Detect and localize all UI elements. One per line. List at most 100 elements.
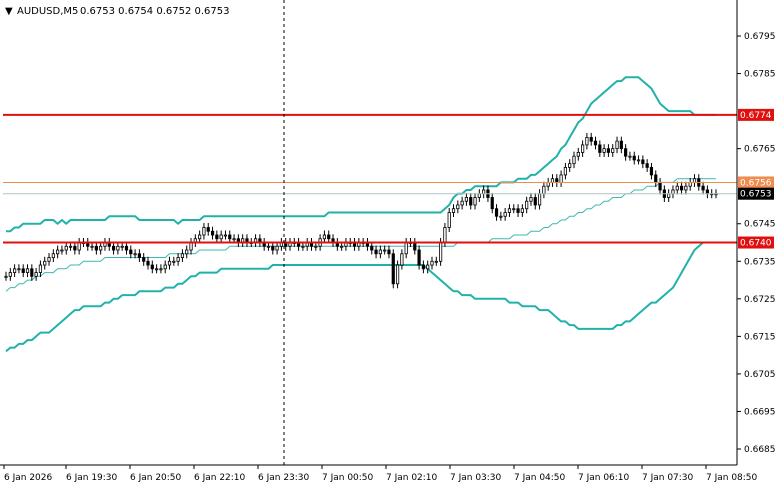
price-tick-label: 0.6795 bbox=[744, 32, 776, 42]
candle-body bbox=[451, 208, 456, 213]
candle-body bbox=[413, 242, 417, 251]
candle bbox=[533, 192, 537, 210]
candle bbox=[94, 241, 98, 255]
candle-body bbox=[555, 178, 559, 183]
candle-body bbox=[434, 260, 438, 263]
candle-body bbox=[572, 155, 576, 165]
candle-body bbox=[675, 185, 679, 191]
level-badge-bg bbox=[738, 236, 774, 249]
candle bbox=[133, 249, 137, 259]
time-tick-label: 7 Jan 03:30 bbox=[450, 473, 502, 483]
candle-body bbox=[395, 264, 400, 285]
candle-body bbox=[568, 163, 572, 168]
candle bbox=[99, 241, 103, 255]
ohlc-values: 0.6753 0.6754 0.6752 0.6753 bbox=[80, 6, 230, 17]
candle bbox=[611, 144, 615, 157]
candle-body bbox=[641, 159, 645, 165]
candle-body bbox=[550, 178, 555, 183]
candle-body bbox=[581, 144, 585, 153]
candle bbox=[219, 230, 223, 244]
candle bbox=[13, 264, 17, 278]
candle bbox=[180, 249, 185, 263]
candle bbox=[624, 144, 628, 161]
candle-body bbox=[159, 268, 163, 271]
candle-body bbox=[116, 245, 120, 251]
level-badge-label: 0.6756 bbox=[740, 178, 772, 188]
candle-body bbox=[176, 257, 180, 262]
candle bbox=[434, 256, 438, 266]
menu-arrow-icon[interactable]: ▼ bbox=[5, 6, 13, 17]
candle-body bbox=[4, 275, 8, 278]
time-tick-label: 7 Jan 02:10 bbox=[386, 473, 438, 483]
candle-body bbox=[120, 245, 124, 248]
candle bbox=[146, 256, 150, 270]
symbol-timeframe: AUDUSD,M5 bbox=[17, 6, 78, 17]
candle bbox=[137, 249, 141, 263]
price-tick-label: 0.6705 bbox=[744, 370, 776, 380]
candle bbox=[494, 204, 499, 221]
candle-body bbox=[146, 260, 150, 266]
candle bbox=[60, 245, 64, 255]
bollinger-bands bbox=[5, 76, 716, 353]
candle-body bbox=[439, 242, 443, 262]
candle bbox=[374, 245, 378, 259]
time-axis[interactable]: 6 Jan 2026 6 Jan 19:30 6 Jan 20:50 6 Jan 22… bbox=[0, 0, 758, 483]
candle bbox=[649, 162, 654, 180]
candle-body bbox=[137, 253, 141, 258]
candle bbox=[456, 200, 460, 214]
candle bbox=[155, 264, 159, 274]
candle-body bbox=[77, 242, 81, 251]
candle-body bbox=[701, 185, 705, 191]
candle bbox=[378, 245, 382, 259]
candle bbox=[159, 264, 163, 274]
candle bbox=[73, 241, 77, 255]
candle bbox=[516, 204, 520, 217]
candle-body bbox=[658, 182, 662, 191]
candle-body bbox=[30, 268, 34, 277]
candle bbox=[387, 245, 391, 259]
candle bbox=[34, 268, 38, 281]
candle-body bbox=[533, 197, 537, 206]
candle bbox=[572, 151, 576, 169]
candle bbox=[568, 159, 572, 172]
candle-body bbox=[13, 268, 17, 273]
candle bbox=[684, 181, 688, 195]
candle-body bbox=[232, 238, 236, 241]
candle bbox=[142, 253, 146, 266]
candle-body bbox=[559, 174, 563, 183]
candle bbox=[525, 196, 529, 214]
candle-body bbox=[645, 163, 649, 168]
time-tick-label: 7 Jan 08:50 bbox=[706, 473, 758, 483]
price-tick-label: 0.6745 bbox=[744, 220, 776, 230]
candle-body bbox=[133, 253, 137, 256]
candle-body bbox=[301, 245, 305, 248]
candle-body bbox=[447, 212, 451, 228]
candle-body bbox=[537, 193, 542, 206]
current-price-label: 0.6753 bbox=[740, 190, 772, 200]
candle bbox=[426, 260, 430, 274]
candle bbox=[275, 241, 279, 255]
candle bbox=[167, 256, 172, 270]
candle bbox=[172, 256, 176, 266]
candle-body bbox=[56, 249, 60, 255]
candle bbox=[228, 230, 232, 244]
price-tick-label: 0.6695 bbox=[744, 407, 776, 417]
candle-body bbox=[155, 268, 159, 271]
candle-body bbox=[60, 249, 64, 252]
candle bbox=[17, 264, 21, 274]
time-tick-label: 7 Jan 04:50 bbox=[514, 473, 566, 483]
candle bbox=[430, 256, 434, 270]
candle bbox=[223, 230, 228, 240]
candle-body bbox=[636, 159, 641, 162]
candle-body bbox=[25, 268, 30, 273]
candle bbox=[210, 226, 215, 240]
candle-body bbox=[189, 242, 193, 251]
candle-body bbox=[223, 234, 228, 237]
level-badge-bg bbox=[738, 176, 774, 189]
candle bbox=[598, 140, 602, 157]
candle bbox=[4, 271, 8, 281]
price-axis[interactable]: 0.6795 0.6785 0.6765 0.6745 0.6735 0.6725 0.67… bbox=[736, 0, 776, 465]
